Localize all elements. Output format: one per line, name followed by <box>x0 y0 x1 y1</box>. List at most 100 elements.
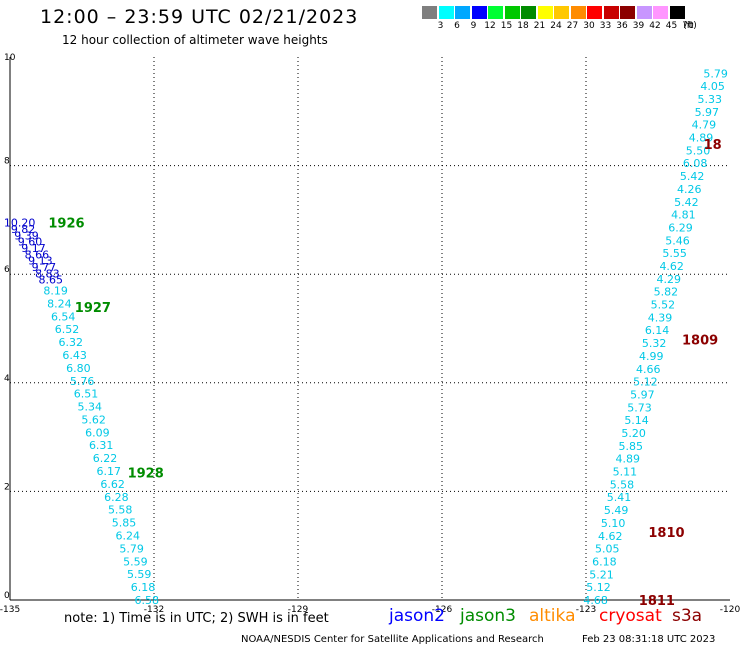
swh-value-label: 6.17 <box>97 465 122 478</box>
swh-value-label: 5.76 <box>70 375 95 388</box>
chart-subtitle: 12 hour collection of altimeter wave hei… <box>62 33 328 47</box>
swh-value-label: 9.13 <box>28 255 53 268</box>
scale-swatch <box>537 6 553 19</box>
scale-label: 3 <box>437 21 444 31</box>
swh-value-label: 5.10 <box>601 517 626 530</box>
scale-swatch <box>603 6 619 19</box>
swh-value-label: 5.32 <box>642 337 667 350</box>
swh-value-label: 6.18 <box>592 555 617 568</box>
swh-value-label: 5.46 <box>665 234 690 247</box>
swh-value-label: 6.18 <box>131 581 156 594</box>
swh-value-label: 5.82 <box>654 286 679 299</box>
scale-swatch <box>554 6 569 19</box>
scale-label: 24 <box>550 21 562 31</box>
swh-value-label: 5.58 <box>610 478 635 491</box>
y-tick-label: 6 <box>4 265 10 275</box>
legend-entry-altika: altika <box>529 606 576 626</box>
swh-value-label: 5.97 <box>695 106 720 119</box>
swh-value-label: 6.24 <box>116 530 141 543</box>
swh-value-label: 5.97 <box>630 388 655 401</box>
swh-value-label: 4.89 <box>616 453 641 466</box>
swh-value-label: 5.59 <box>127 568 152 581</box>
pass-number-label: 18 <box>704 138 722 153</box>
swh-value-label: 5.11 <box>613 466 638 479</box>
swh-value-label: 5.59 <box>123 555 148 568</box>
x-tick-label: -123 <box>576 605 596 615</box>
scale-swatch <box>570 6 586 19</box>
swh-value-label: 6.32 <box>59 336 84 349</box>
pass-number-label: 1928 <box>128 466 164 481</box>
swh-value-label: 6.58 <box>135 594 160 607</box>
swh-value-label: 5.12 <box>633 376 658 389</box>
scale-label: 18 <box>517 21 529 31</box>
swh-value-label: 4.68 <box>583 594 608 607</box>
swh-value-label: 5.62 <box>81 413 106 426</box>
swh-value-label: 4.29 <box>657 273 682 286</box>
swh-value-label: 5.50 <box>686 144 711 157</box>
swh-value-label: 4.26 <box>677 183 702 196</box>
swh-value-label: 9.17 <box>21 242 46 255</box>
swh-value-label: 4.05 <box>700 80 725 93</box>
swh-value-label: 5.21 <box>589 568 614 581</box>
y-tick-label: 2 <box>4 482 10 492</box>
scale-swatch <box>422 6 437 19</box>
x-tick-label: -135 <box>0 605 20 615</box>
pass-number-label: 1811 <box>639 594 675 609</box>
swh-value-label: 4.79 <box>692 119 717 132</box>
swh-value-label: 6.31 <box>89 439 114 452</box>
swh-value-label: 5.34 <box>78 401 103 414</box>
swh-value-label: 4.62 <box>659 260 684 273</box>
scale-swatch <box>455 6 470 19</box>
scale-label: 12 <box>484 21 496 31</box>
swh-value-label: 5.49 <box>604 504 629 517</box>
swh-value-label: 9.39 <box>14 229 39 242</box>
swh-value-label: 5.85 <box>618 440 643 453</box>
swh-value-label: 5.42 <box>680 170 705 183</box>
scale-label: 42 <box>649 21 661 31</box>
y-tick-label: 8 <box>4 157 10 167</box>
swh-value-label: 6.29 <box>668 221 693 234</box>
scale-swatch <box>438 6 454 19</box>
swh-value-label: 4.89 <box>689 132 714 145</box>
scale-label: 39 <box>632 21 645 31</box>
scale-swatch <box>636 6 652 19</box>
swh-value-label: 5.12 <box>586 581 611 594</box>
swh-value-label: 6.51 <box>74 388 99 401</box>
y-tick-label: 10 <box>4 53 16 63</box>
footer-note: note: 1) Time is in UTC; 2) SWH is in fe… <box>64 611 329 626</box>
swh-value-label: 8.65 <box>39 274 64 287</box>
swh-value-label: 5.79 <box>703 67 728 80</box>
legend-entry-jason3: jason3 <box>460 606 516 626</box>
swh-value-label: 8.83 <box>35 267 60 280</box>
x-tick-label: -129 <box>288 605 309 615</box>
swh-value-label: 5.42 <box>674 196 699 209</box>
scale-swatch <box>620 6 635 19</box>
y-tick-label: 0 <box>4 591 10 601</box>
swh-value-label: 6.52 <box>55 323 80 336</box>
swh-value-label: 4.66 <box>636 363 661 376</box>
legend-entry-s3a: s3a <box>672 606 703 626</box>
scale-swatch <box>653 6 668 19</box>
scale-label: 6 <box>454 21 460 31</box>
swh-value-label: 8.24 <box>47 297 72 310</box>
scale-unit: (ft) <box>683 21 697 31</box>
swh-value-label: 5.79 <box>119 542 144 555</box>
swh-value-label: 5.73 <box>627 401 652 414</box>
swh-value-label: 6.22 <box>93 452 118 465</box>
scale-swatch <box>488 6 503 19</box>
swh-value-label: 5.85 <box>112 517 137 530</box>
legend-entry-jason2: jason2 <box>389 606 445 626</box>
x-tick-label: -132 <box>144 605 164 615</box>
scale-swatch <box>504 6 520 19</box>
swh-value-label: 6.54 <box>51 310 76 323</box>
swh-value-label: 9.60 <box>18 236 43 249</box>
credit-line: NOAA/NESDIS Center for Satellite Applica… <box>241 634 544 645</box>
y-tick-label: 4 <box>4 374 10 384</box>
swh-value-label: 5.41 <box>607 491 632 504</box>
scale-label: 36 <box>616 21 628 31</box>
scale-label: 33 <box>599 21 612 31</box>
swh-value-label: 9.82 <box>11 223 36 236</box>
scale-label: 30 <box>583 21 595 31</box>
scale-swatch <box>521 6 536 19</box>
